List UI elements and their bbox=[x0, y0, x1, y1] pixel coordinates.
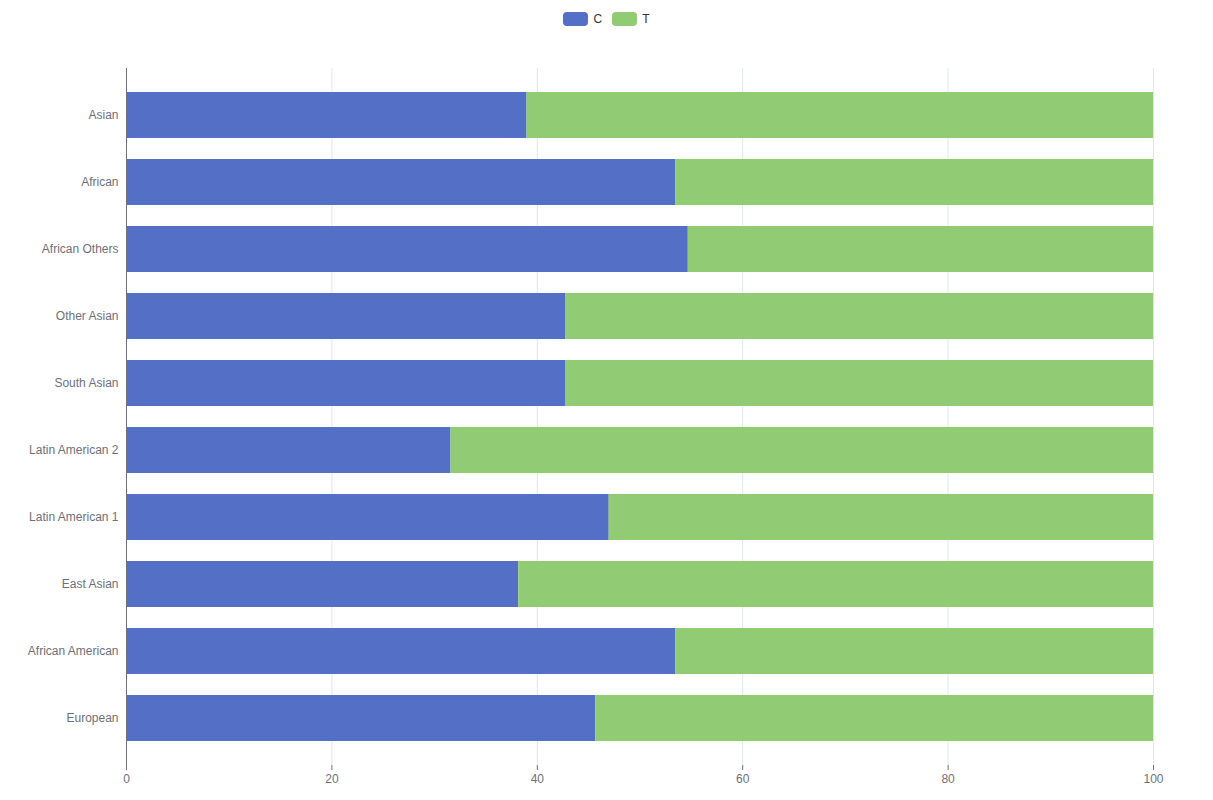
svg-text:Latin American 1: Latin American 1 bbox=[29, 510, 119, 524]
svg-text:100: 100 bbox=[1143, 772, 1163, 786]
svg-text:African American: African American bbox=[28, 644, 119, 658]
svg-text:East Asian: East Asian bbox=[62, 577, 119, 591]
svg-text:European: European bbox=[66, 711, 118, 725]
svg-text:Asian: Asian bbox=[88, 108, 118, 122]
svg-text:40: 40 bbox=[531, 772, 545, 786]
html-text:C: C bbox=[593, 12, 603, 26]
svg-text:Other Asian: Other Asian bbox=[56, 309, 119, 323]
svg-text:Latin American 2: Latin American 2 bbox=[29, 443, 119, 457]
svg-text:80: 80 bbox=[941, 772, 955, 786]
svg-text:0: 0 bbox=[123, 772, 130, 786]
svg-text:African Others: African Others bbox=[42, 242, 119, 256]
html-text:T: T bbox=[642, 12, 650, 26]
svg-text:African: African bbox=[81, 175, 118, 189]
svg-text:20: 20 bbox=[325, 772, 339, 786]
svg-text:South Asian: South Asian bbox=[54, 376, 118, 390]
svg-text:60: 60 bbox=[736, 772, 750, 786]
